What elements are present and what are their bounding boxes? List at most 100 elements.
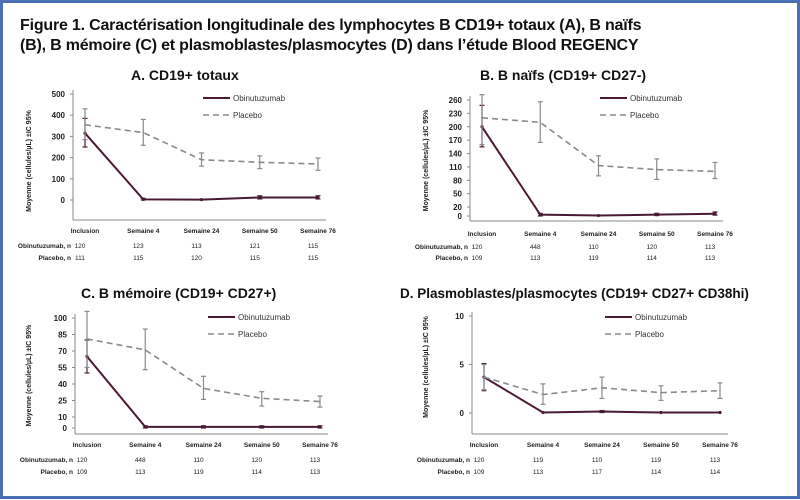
n-table-cell: 120 bbox=[474, 457, 485, 464]
chart-title: A. CD19+ totaux bbox=[131, 67, 239, 83]
chart-svg-b: B. B naïfs (CD19+ CD27-) Moyenne (cellule… bbox=[415, 67, 733, 262]
n-table-cell: 114 bbox=[651, 469, 662, 476]
n-table-cell: 111 bbox=[75, 255, 85, 262]
n-table-cell: 114 bbox=[647, 255, 658, 262]
n-table-cell: 117 bbox=[592, 469, 603, 476]
y-tick-label: 20 bbox=[453, 203, 462, 212]
x-tick-label: Semaine 50 bbox=[242, 228, 278, 235]
n-table-cell: 113 bbox=[530, 255, 541, 262]
y-axis-label: Moyenne (cellules/µL) ±IC 95% bbox=[26, 324, 33, 426]
data-point bbox=[655, 168, 658, 171]
y-tick-label: 300 bbox=[52, 132, 66, 141]
y-tick-label: 100 bbox=[52, 175, 66, 184]
n-table-cell: 113 bbox=[135, 469, 146, 476]
data-point bbox=[258, 161, 261, 164]
x-tick-label: Semaine 50 bbox=[643, 442, 679, 449]
y-tick-label: 0 bbox=[61, 196, 66, 205]
chart-svg-c: C. B mémoire (CD19+ CD27+) Moyenne (cellu… bbox=[20, 285, 338, 476]
y-tick-label: 0 bbox=[460, 409, 465, 418]
y-tick-label: 110 bbox=[449, 163, 462, 172]
n-table-cell: 119 bbox=[193, 469, 204, 476]
data-point bbox=[316, 195, 320, 200]
n-table-row-label: Obinutuzumab, n bbox=[18, 243, 71, 250]
data-point bbox=[144, 349, 147, 351]
chart-panel-d: D. Plasmoblastes/plasmocytes (CD19+ CD27… bbox=[400, 280, 795, 500]
n-table-cell: 120 bbox=[75, 243, 86, 250]
x-tick-label: Semaine 24 bbox=[186, 442, 222, 449]
y-tick-label: 0 bbox=[458, 212, 463, 221]
n-table-cell: 120 bbox=[191, 255, 202, 262]
figure-title-line2: (B), B mémoire (C) et plasmoblastes/plas… bbox=[20, 37, 639, 54]
chart-panel-c: C. B mémoire (CD19+ CD27+) Moyenne (cellu… bbox=[3, 280, 398, 500]
legend-label: Placebo bbox=[238, 330, 267, 339]
data-point bbox=[714, 170, 716, 173]
data-point bbox=[542, 393, 544, 396]
data-point bbox=[539, 121, 542, 124]
y-axis-label: Moyenne (cellules/µL) ±IC 95% bbox=[423, 109, 430, 211]
n-table-row-label: Placebo, n bbox=[437, 469, 470, 476]
n-table-cell: 114 bbox=[710, 469, 721, 476]
n-table-cell: 114 bbox=[252, 469, 263, 476]
y-axis-label: Moyenne (cellules/µL) ±IC 95% bbox=[423, 315, 430, 417]
x-tick-label: Semaine 24 bbox=[581, 231, 617, 238]
y-tick-label: 200 bbox=[449, 123, 463, 132]
data-point bbox=[200, 158, 203, 161]
figure-title: Figure 1. Caractérisation longitudinale … bbox=[20, 16, 790, 56]
data-point bbox=[538, 213, 542, 217]
n-table-cell: 113 bbox=[310, 457, 321, 464]
n-table-row-label: Placebo, n bbox=[38, 255, 71, 262]
data-point bbox=[718, 410, 722, 415]
chart-title: B. B naïfs (CD19+ CD27-) bbox=[480, 67, 646, 83]
n-table-row-label: Placebo, n bbox=[435, 255, 468, 262]
n-table-row-label: Placebo, n bbox=[40, 469, 73, 476]
y-tick-label: 230 bbox=[449, 109, 463, 118]
x-tick-label: Semaine 4 bbox=[524, 231, 557, 238]
data-point bbox=[201, 425, 206, 429]
legend-label: Obinutuzumab bbox=[233, 94, 286, 103]
data-point bbox=[142, 131, 145, 134]
n-table-row-label: Obinutuzumab, n bbox=[415, 244, 468, 251]
x-tick-label: Semaine 4 bbox=[127, 228, 160, 235]
figure-title-line1: Figure 1. Caractérisation longitudinale … bbox=[20, 17, 642, 34]
n-table-cell: 113 bbox=[533, 469, 544, 476]
y-axis-label: Moyenne (cellules/µL) ±IC 95% bbox=[26, 109, 33, 211]
n-table-cell: 448 bbox=[135, 457, 146, 464]
x-tick-label: Inclusion bbox=[71, 228, 100, 235]
data-point bbox=[601, 386, 603, 389]
data-point bbox=[481, 117, 483, 119]
y-tick-label: 10 bbox=[58, 413, 67, 422]
n-table-cell: 123 bbox=[133, 243, 144, 250]
chart-panel-b: B. B naïfs (CD19+ CD27-) Moyenne (cellule… bbox=[400, 58, 795, 278]
n-table-cell: 113 bbox=[191, 243, 202, 250]
chart-title: D. Plasmoblastes/plasmocytes (CD19+ CD27… bbox=[400, 286, 749, 301]
n-table-cell: 109 bbox=[474, 469, 485, 476]
n-table-cell: 109 bbox=[472, 255, 483, 262]
n-table-cell: 113 bbox=[310, 469, 321, 476]
n-table-cell: 120 bbox=[646, 244, 657, 251]
data-point bbox=[258, 195, 262, 200]
y-tick-label: 400 bbox=[52, 111, 66, 120]
data-point bbox=[318, 425, 322, 429]
x-tick-label: Inclusion bbox=[73, 442, 102, 449]
legend-label: Placebo bbox=[635, 330, 664, 339]
data-point bbox=[260, 425, 264, 429]
chart-svg-d: D. Plasmoblastes/plasmocytes (CD19+ CD27… bbox=[400, 286, 749, 476]
x-tick-label: Semaine 50 bbox=[244, 442, 280, 449]
data-point bbox=[719, 389, 721, 392]
n-table-cell: 119 bbox=[533, 457, 544, 464]
x-tick-label: Semaine 76 bbox=[302, 442, 338, 449]
y-tick-label: 100 bbox=[54, 314, 68, 323]
y-tick-label: 500 bbox=[52, 90, 66, 99]
n-table-cell: 113 bbox=[705, 255, 716, 262]
x-tick-label: Semaine 4 bbox=[527, 442, 560, 449]
n-table-cell: 110 bbox=[193, 457, 204, 464]
y-tick-label: 55 bbox=[58, 364, 67, 373]
n-table-cell: 120 bbox=[251, 457, 262, 464]
data-point bbox=[659, 410, 663, 415]
data-point bbox=[202, 387, 205, 390]
data-point bbox=[713, 212, 717, 216]
n-table-cell: 121 bbox=[249, 243, 260, 250]
y-tick-label: 170 bbox=[449, 136, 463, 145]
n-table-cell: 113 bbox=[705, 244, 716, 251]
